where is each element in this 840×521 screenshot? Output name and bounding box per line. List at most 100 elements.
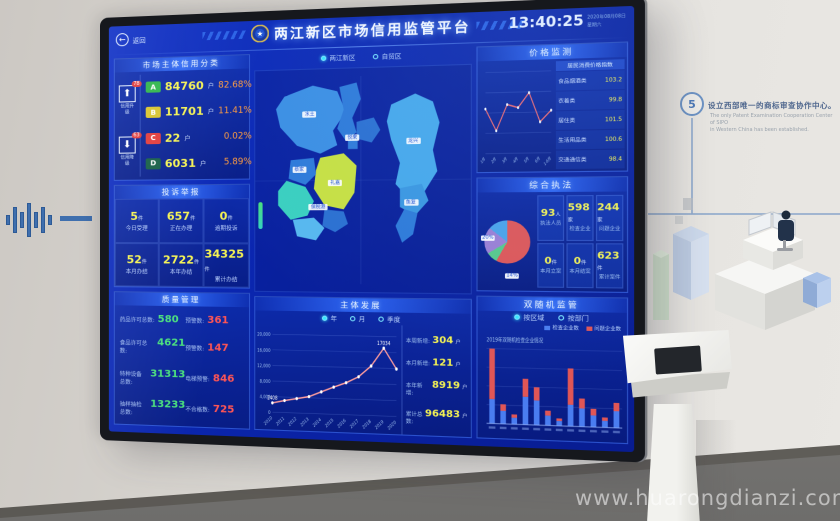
- development-stat: 本年新增: 8919 户: [405, 380, 468, 397]
- kiosk-neck: [662, 392, 690, 408]
- display-bezel: ← 返回 ★ 两江新区市场信用监管平台 13:40:25 2020年08月08日…: [100, 0, 645, 463]
- svg-text:2010: 2010: [263, 414, 273, 426]
- development-stats: 本周新增: 304 户 本月新增: 121 户 本年新增: 8919 户 累计总数: 9648…: [401, 325, 471, 438]
- radio-dot-icon: [320, 55, 327, 61]
- svg-text:17034: 17034: [377, 340, 390, 347]
- svg-text:2015: 2015: [324, 416, 335, 428]
- credit-grade-row: A 84760 户 82.68%: [145, 78, 254, 94]
- clock-weekday: 星期六: [587, 21, 602, 28]
- credit-grade-row: B 11701 户 11.41%: [145, 104, 254, 120]
- complaint-stat: 5件 今日受理: [114, 198, 159, 243]
- grade-badge: A: [145, 81, 161, 93]
- dashboard-screen: ← 返回 ★ 两江新区市场信用监管平台 13:40:25 2020年08月08日…: [108, 5, 635, 453]
- legend-chip: [585, 326, 592, 331]
- radio-dot-icon: [372, 53, 379, 59]
- legend-chip: [544, 325, 551, 331]
- svg-text:20,000: 20,000: [257, 331, 271, 337]
- clock-date: 2020年08月08日: [587, 12, 626, 20]
- development-stat: 本周新增: 304 户: [405, 335, 461, 347]
- enforcement-stat: 598家 检查企业: [566, 195, 594, 241]
- svg-text:1月: 1月: [480, 156, 486, 164]
- pie-label: 14%: [505, 272, 519, 279]
- radio-dot-icon: [514, 314, 520, 320]
- upgrade-count-badge: 78: [131, 81, 142, 88]
- enforcement-stat: 0件 本月立案: [537, 242, 565, 288]
- quality-panel: 质量管理 药品许可总数: 580 预警数: 361 食品许可总数: 4621 预警数:…: [113, 291, 251, 430]
- svg-text:4,000: 4,000: [260, 394, 271, 400]
- map-district-label: 保税港: [308, 203, 328, 211]
- svg-text:2017: 2017: [349, 417, 360, 429]
- svg-text:5月: 5月: [523, 156, 529, 165]
- svg-text:2018: 2018: [361, 418, 372, 430]
- downgrade-count-badge: 63: [131, 131, 142, 139]
- radio-dot-icon: [558, 315, 565, 321]
- down-arrow-icon: ⬇: [118, 136, 136, 154]
- enforcement-stat: 623件 累计案件: [595, 242, 624, 289]
- radio-dot-icon: [349, 315, 356, 321]
- svg-text:2019年双随机检查企业情况: 2019年双随机检查企业情况: [487, 335, 544, 345]
- svg-text:2020: 2020: [387, 419, 398, 431]
- entity-development-panel: 主体发展 年 月 季度 20,000 16,000 12,000 8,000 4,000…: [254, 295, 472, 439]
- svg-text:2016: 2016: [336, 417, 347, 429]
- map-district-label: 水土: [302, 110, 317, 118]
- price-monitor-panel: 价格监测 1月 2月 3月 4月 5月 6月 1-6月 居民消费价格指数 食品烟酒类 103.…: [476, 41, 629, 174]
- wall-timeline-line: [648, 213, 840, 215]
- kiosk-screen: [654, 345, 702, 375]
- svg-text:2月: 2月: [491, 156, 497, 164]
- svg-text:4月: 4月: [513, 156, 519, 165]
- credit-downgrade-indicator: ⬇ 63 信用降级: [118, 131, 142, 166]
- svg-text:2019: 2019: [374, 418, 385, 430]
- quality-row: 抽样抽检总数: 13233 不合格数: 725: [119, 398, 235, 417]
- enforcement-pie-chart: [484, 219, 531, 264]
- complaint-stat: 657件 正在办理: [158, 198, 204, 243]
- development-line-chart: 20,000 16,000 12,000 8,000 4,000 0 2010 2011 201…: [255, 323, 401, 435]
- complaint-stat: 34325件 累计办结: [203, 242, 249, 288]
- price-list-row: 衣着类 99.8: [555, 90, 625, 111]
- page-title: 两江新区市场信用监管平台: [274, 19, 471, 43]
- complaint-stat: 52件 本月办结: [114, 242, 159, 287]
- header-deco-left: [202, 29, 246, 40]
- map-district-label: 鱼复: [403, 199, 419, 206]
- grade-badge: C: [145, 132, 161, 144]
- wall-step-connector: [691, 118, 693, 214]
- svg-text:16,000: 16,000: [257, 347, 271, 353]
- option-by-department[interactable]: 按部门: [558, 313, 589, 323]
- wall-step-badge: 5: [680, 92, 704, 116]
- credit-upgrade-indicator: ⬆ 78 信用升级: [118, 81, 142, 116]
- panel-title: 综合执法: [477, 177, 627, 193]
- price-list-row: 交通通信类 98.4: [555, 149, 625, 170]
- price-list-row: 食品烟酒类 103.2: [555, 70, 625, 91]
- complaint-stat: 0件 逾期投诉: [203, 198, 249, 243]
- panel-title: 投诉举报: [114, 184, 249, 199]
- development-stat: 累计总数: 96483 户: [405, 409, 468, 426]
- map-svg: [255, 65, 471, 293]
- svg-text:2012: 2012: [287, 415, 297, 427]
- price-list-row: 生活用品类 100.6: [555, 129, 625, 150]
- radio-dot-icon: [378, 315, 384, 322]
- pie-label: 20%: [480, 235, 495, 242]
- platform-emblem-icon: ★: [251, 24, 269, 42]
- credit-classification-panel: 市场主体信用分类 ⬆ 78 信用升级 ⬇ 63 信用降级: [113, 54, 254, 181]
- tab-liangjiang[interactable]: 两江新区: [320, 52, 355, 63]
- isometric-illustration: [653, 198, 831, 330]
- development-stat: 本月新增: 121 户: [405, 357, 461, 369]
- radio-dot-icon: [321, 315, 328, 321]
- legend-quarter-option[interactable]: 季度: [378, 314, 400, 324]
- price-list-row: 居住类 101.5: [555, 109, 625, 130]
- grade-badge: D: [145, 158, 161, 170]
- random-bar-chart: 2019年双随机检查企业情况: [478, 331, 627, 443]
- enforcement-stat: 0件 本月结案: [566, 242, 594, 289]
- svg-text:2013: 2013: [299, 416, 309, 428]
- quality-row: 药品许可总数: 580 预警数: 361: [119, 314, 229, 327]
- district-map: 水土 悦来 龙兴 鱼复 蔡家 礼嘉 保税港: [254, 63, 472, 295]
- legend-year-option[interactable]: 年: [321, 313, 337, 323]
- kiosk-shadow: [696, 420, 736, 520]
- legend-month-option[interactable]: 月: [349, 313, 365, 323]
- option-by-region[interactable]: 按区域: [514, 312, 544, 322]
- watermark: www.huarongdianzi.com: [575, 486, 840, 510]
- enforcement-panel: 综合执法 20% 14% 93人 执法人员 598家 检查企业 244家 问题企…: [476, 176, 629, 294]
- tab-free-trade-zone[interactable]: 自贸区: [372, 51, 401, 61]
- svg-text:0: 0: [268, 409, 271, 415]
- map-district-label: 悦来: [345, 134, 360, 141]
